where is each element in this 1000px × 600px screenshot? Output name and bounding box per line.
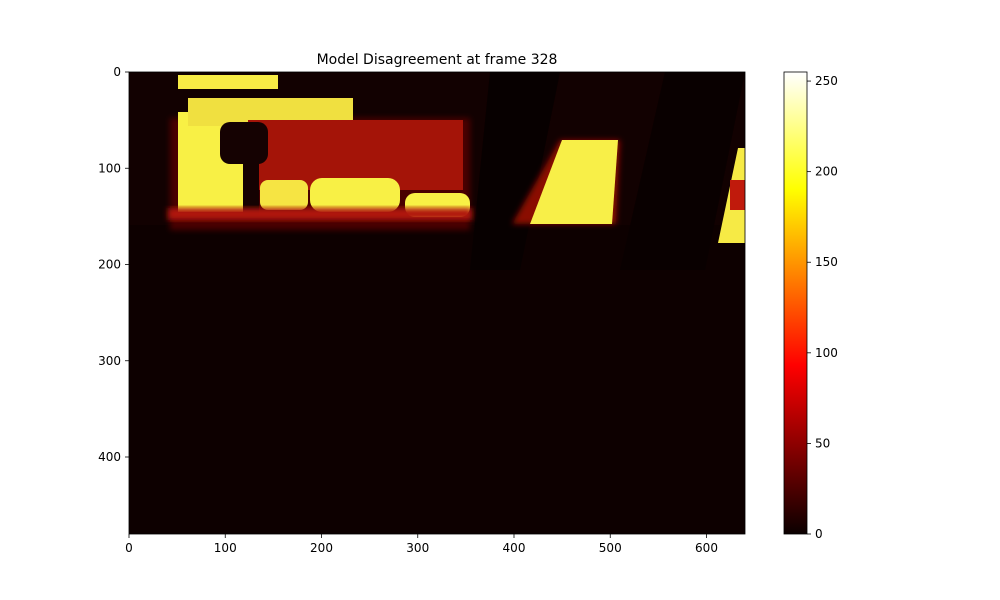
hot-edge-upper-left [168, 208, 472, 220]
hot-core-upper-left-5 [260, 180, 308, 210]
colorbar-tick-label: 0 [815, 527, 823, 541]
hot-streaks-top [178, 75, 278, 89]
x-tick-label: 400 [503, 541, 526, 555]
colorbar-gradient [784, 72, 807, 534]
x-tick-label: 300 [406, 541, 429, 555]
colorbar-tick-label: 150 [815, 255, 838, 269]
x-tick-label: 200 [310, 541, 333, 555]
dark-pillar-left [470, 72, 560, 270]
hot-region-upper-left [168, 75, 472, 230]
heatmap-image [129, 72, 745, 534]
y-tick-label: 400 [98, 450, 121, 464]
dark-post-stem [243, 160, 259, 215]
x-tick-label: 600 [695, 541, 718, 555]
x-tick-label: 0 [125, 541, 133, 555]
x-tick-label: 100 [214, 541, 237, 555]
colorbar-tick-label: 50 [815, 436, 830, 450]
colorbar-ticks: 0 50 100 150 200 250 [807, 74, 838, 541]
y-tick-label: 100 [98, 161, 121, 175]
plot-frame [128, 71, 746, 535]
hot-core-center [530, 140, 618, 224]
x-tick-label: 500 [599, 541, 622, 555]
colorbar-tick-label: 250 [815, 74, 838, 88]
dim-band [129, 225, 745, 534]
colorbar-frame [783, 71, 808, 535]
x-axis: 0 100 200 300 400 500 600 [125, 534, 718, 555]
y-tick-label: 200 [98, 258, 121, 272]
hot-region-right [718, 148, 745, 243]
hot-region-center [512, 140, 620, 224]
chart-title: Model Disagreement at frame 328 [317, 52, 558, 68]
y-axis: 0 100 200 300 400 [98, 65, 129, 464]
hot-glow-right [730, 180, 745, 210]
hot-core-upper-left-3 [310, 178, 400, 212]
dark-pillar-right [620, 72, 745, 270]
colorbar-tick-label: 200 [815, 165, 838, 179]
y-tick-label: 0 [113, 65, 121, 79]
y-tick-label: 300 [98, 354, 121, 368]
colorbar: 0 50 100 150 200 250 [783, 71, 838, 541]
dark-post [220, 122, 268, 164]
colorbar-tick-label: 100 [815, 346, 838, 360]
